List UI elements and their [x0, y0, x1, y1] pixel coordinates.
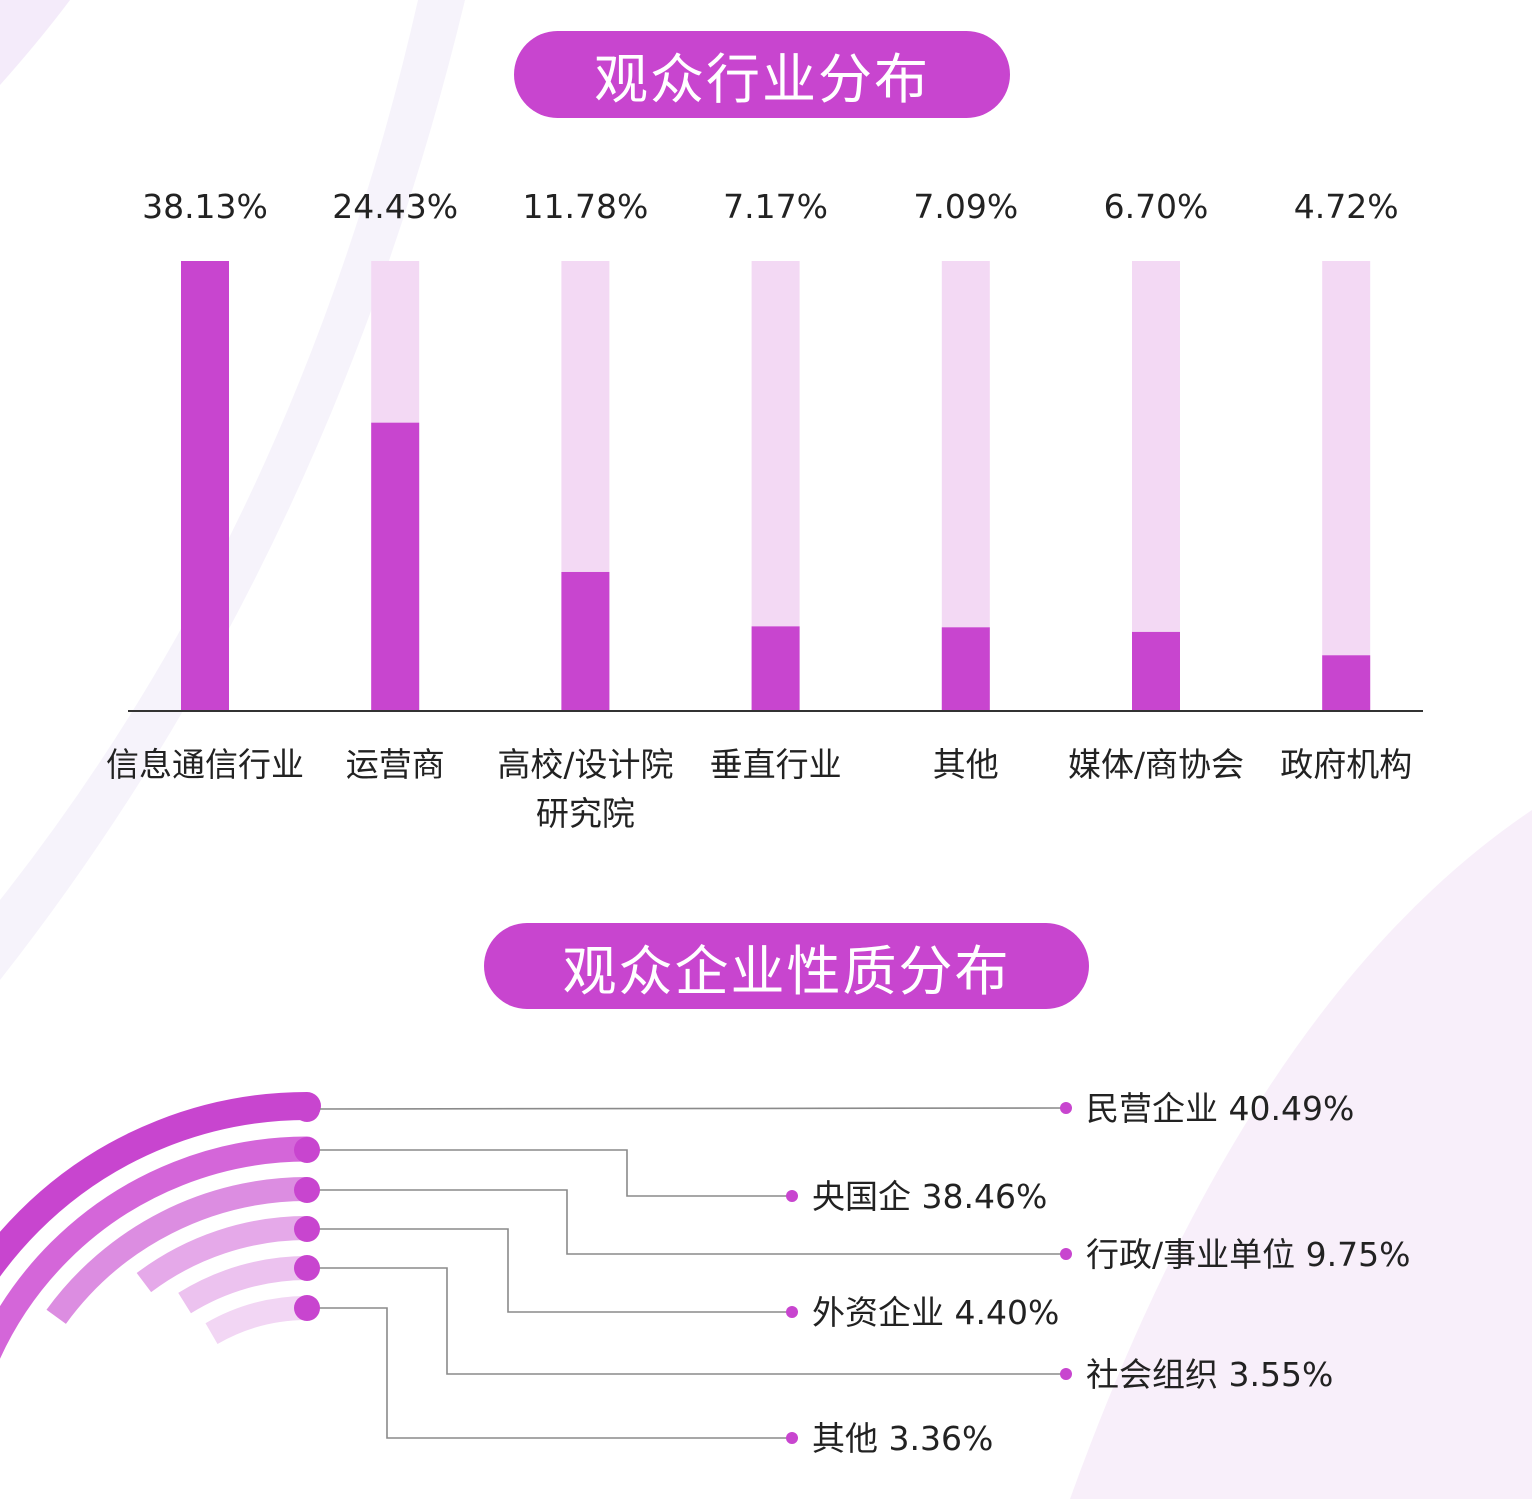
category-label: 媒体/商协会 [1068, 745, 1244, 784]
legend-label: 外资企业 4.40% [812, 1293, 1059, 1332]
category-label: 政府机构 [1280, 745, 1412, 784]
leader-end-dot [1060, 1248, 1072, 1260]
bar [561, 571, 610, 711]
legend-label: 央国企 38.46% [812, 1177, 1047, 1216]
leader-line [307, 1149, 792, 1197]
section-title-enterprise: 观众企业性质分布 [484, 923, 1089, 1009]
category-label: 高校/设计院 [497, 745, 673, 784]
radial-bar [178, 1256, 308, 1314]
leader-start-dot [294, 1295, 320, 1321]
leader-end-dot [1060, 1368, 1072, 1380]
leader-end-dot [1060, 1102, 1072, 1114]
bar [181, 261, 229, 711]
value-label: 11.78% [522, 187, 648, 226]
leader-start-dot [294, 1096, 320, 1122]
value-label: 6.70% [1104, 187, 1209, 226]
leader-start-dot [294, 1177, 320, 1203]
leader-end-dot [786, 1306, 798, 1318]
legend-label: 社会组织 3.55% [1086, 1355, 1333, 1394]
radial-bar [136, 1216, 308, 1293]
bar [751, 626, 800, 711]
radial-bar [205, 1296, 308, 1345]
value-label: 4.72% [1294, 187, 1399, 226]
leader-start-dot [294, 1137, 320, 1163]
leader-line [307, 1189, 1066, 1255]
leader-end-dot [786, 1190, 798, 1202]
circle-shape [1070, 810, 1532, 1499]
leader-start-dot [294, 1255, 320, 1281]
radial-bar [0, 1092, 321, 1277]
value-label: 7.17% [723, 187, 828, 226]
category-label: 运营商 [346, 745, 445, 784]
legend-label: 行政/事业单位 9.75% [1086, 1235, 1410, 1274]
category-label: 研究院 [536, 794, 635, 833]
value-label: 38.13% [142, 187, 268, 226]
value-label: 24.43% [332, 187, 458, 226]
category-label: 信息通信行业 [106, 745, 304, 784]
bar [371, 422, 420, 711]
bar-track [1322, 261, 1371, 711]
section-title-industry: 观众行业分布 [514, 31, 1010, 118]
arc-band [0, 0, 465, 980]
category-label: 其他 [933, 745, 999, 784]
legend-label: 其他 3.36% [812, 1419, 993, 1458]
bar [1132, 631, 1180, 711]
value-label: 7.09% [913, 187, 1018, 226]
leader-start-dot [294, 1216, 320, 1242]
category-label: 垂直行业 [710, 745, 842, 784]
bar [1322, 655, 1371, 711]
bar [941, 627, 990, 711]
corner-shape [0, 0, 70, 85]
leader-line [307, 1307, 792, 1439]
leader-line [307, 1267, 1066, 1375]
leader-end-dot [786, 1432, 798, 1444]
leader-line [307, 1228, 792, 1313]
leader-line [306, 1107, 1067, 1110]
legend-label: 民营企业 40.49% [1086, 1089, 1354, 1128]
radial-bar [46, 1177, 308, 1324]
radial-bar [0, 1136, 320, 1359]
